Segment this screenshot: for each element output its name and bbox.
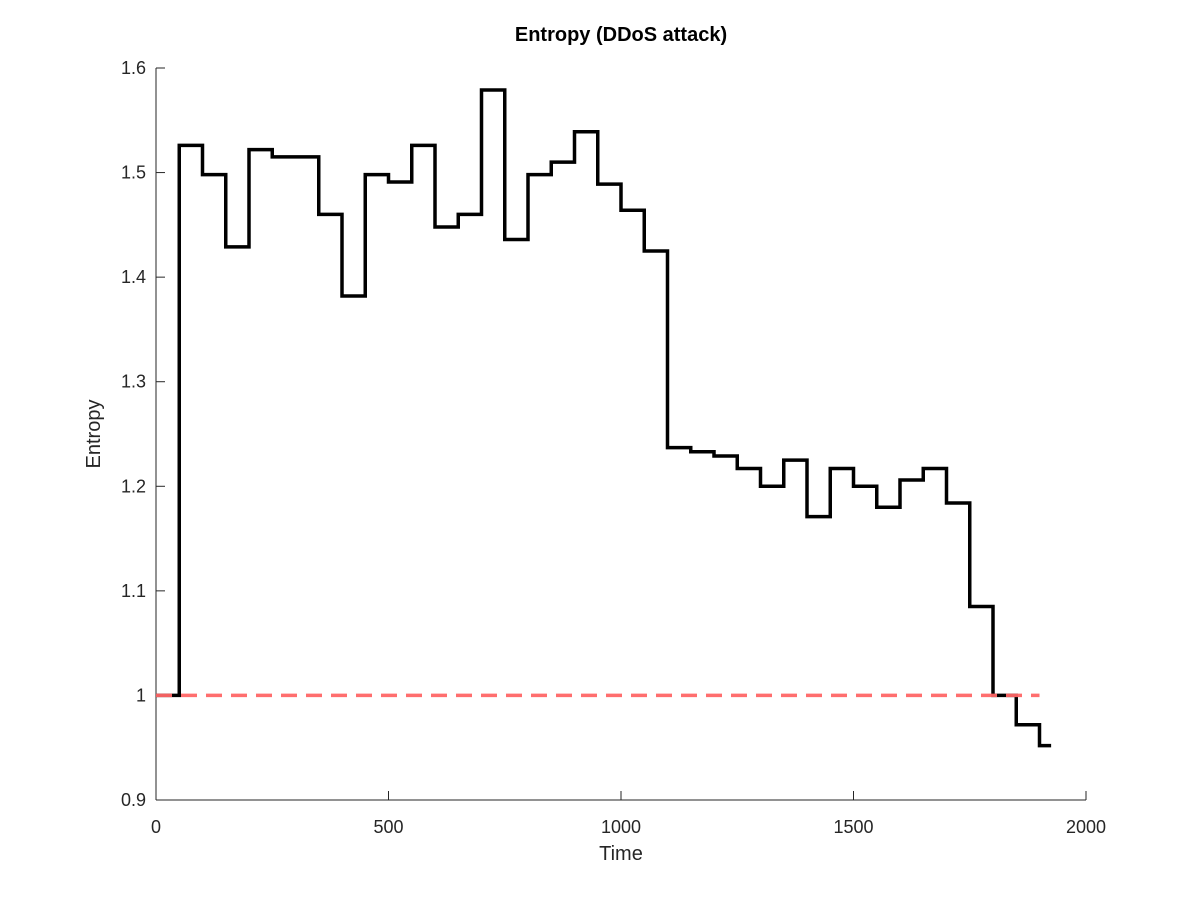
x-tick-label: 0: [151, 817, 161, 837]
x-tick-label: 2000: [1066, 817, 1106, 837]
y-tick-label: 1.2: [121, 476, 146, 496]
axes: 0 500 1000 1500 2000 0.9 1 1.1 1.2 1.3 1.4 1.5 1.6: [121, 58, 1106, 837]
x-tick-label: 1000: [601, 817, 641, 837]
x-tick-label: 500: [373, 817, 403, 837]
y-tick-label: 1.4: [121, 267, 146, 287]
y-tick-label: 1.5: [121, 163, 146, 183]
y-tick-label: 1.3: [121, 372, 146, 392]
x-tick-label: 1500: [833, 817, 873, 837]
y-axis-label: Entropy: [83, 400, 105, 469]
x-axis-label: Time: [599, 843, 643, 865]
entropy-step-line: [156, 88, 1052, 748]
y-tick-label: 1: [136, 685, 146, 705]
y-tick-label: 1.6: [121, 58, 146, 78]
plot-lines: [156, 88, 1052, 748]
y-tick-label: 1.1: [121, 581, 146, 601]
y-tick-label: 0.9: [121, 790, 146, 810]
chart-title: Entropy (DDoS attack): [515, 24, 727, 46]
